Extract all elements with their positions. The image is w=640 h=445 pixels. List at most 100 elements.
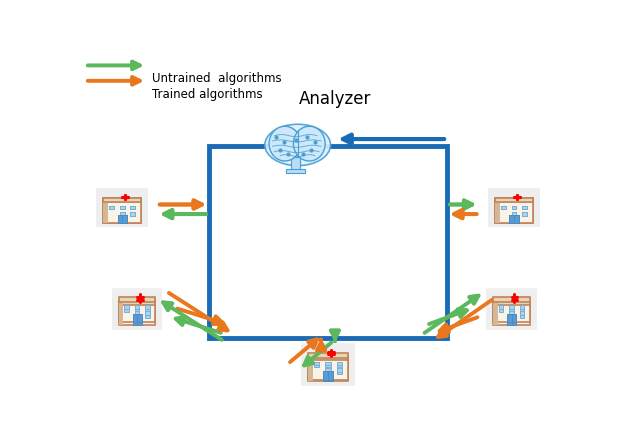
FancyBboxPatch shape <box>308 358 348 381</box>
FancyBboxPatch shape <box>120 212 125 216</box>
FancyBboxPatch shape <box>500 206 506 210</box>
FancyBboxPatch shape <box>493 304 530 325</box>
FancyBboxPatch shape <box>499 309 504 312</box>
FancyBboxPatch shape <box>308 355 348 360</box>
FancyBboxPatch shape <box>520 312 524 315</box>
FancyBboxPatch shape <box>325 368 331 372</box>
FancyBboxPatch shape <box>120 206 125 210</box>
FancyBboxPatch shape <box>103 201 108 223</box>
FancyBboxPatch shape <box>520 309 524 312</box>
FancyBboxPatch shape <box>118 304 124 325</box>
FancyBboxPatch shape <box>507 318 516 325</box>
FancyBboxPatch shape <box>118 301 156 305</box>
FancyBboxPatch shape <box>134 315 140 318</box>
FancyBboxPatch shape <box>495 198 533 202</box>
FancyBboxPatch shape <box>511 206 516 210</box>
FancyBboxPatch shape <box>109 206 114 210</box>
FancyBboxPatch shape <box>520 315 524 318</box>
FancyBboxPatch shape <box>118 300 156 322</box>
FancyBboxPatch shape <box>209 146 447 338</box>
FancyBboxPatch shape <box>145 315 150 318</box>
FancyBboxPatch shape <box>103 198 141 202</box>
FancyBboxPatch shape <box>145 309 150 312</box>
FancyBboxPatch shape <box>118 215 127 223</box>
FancyBboxPatch shape <box>509 215 518 223</box>
FancyBboxPatch shape <box>109 206 114 210</box>
FancyBboxPatch shape <box>511 206 516 210</box>
FancyBboxPatch shape <box>103 198 141 202</box>
FancyBboxPatch shape <box>509 309 514 312</box>
FancyBboxPatch shape <box>308 353 348 358</box>
FancyBboxPatch shape <box>132 314 141 322</box>
FancyBboxPatch shape <box>323 373 333 381</box>
FancyBboxPatch shape <box>511 212 516 216</box>
FancyBboxPatch shape <box>291 157 300 170</box>
FancyBboxPatch shape <box>337 368 342 372</box>
FancyBboxPatch shape <box>131 212 136 216</box>
FancyBboxPatch shape <box>499 305 504 309</box>
FancyBboxPatch shape <box>522 212 527 216</box>
FancyBboxPatch shape <box>96 188 148 227</box>
FancyBboxPatch shape <box>145 312 150 315</box>
FancyBboxPatch shape <box>131 206 136 210</box>
FancyBboxPatch shape <box>308 356 313 380</box>
FancyBboxPatch shape <box>522 206 527 210</box>
FancyBboxPatch shape <box>495 201 500 223</box>
FancyBboxPatch shape <box>314 361 319 365</box>
FancyBboxPatch shape <box>118 297 156 302</box>
FancyBboxPatch shape <box>124 309 129 312</box>
Text: Untrained  algorithms: Untrained algorithms <box>152 72 282 85</box>
FancyBboxPatch shape <box>493 300 530 322</box>
FancyBboxPatch shape <box>337 370 342 374</box>
FancyBboxPatch shape <box>308 356 348 380</box>
FancyBboxPatch shape <box>495 201 533 223</box>
FancyBboxPatch shape <box>134 312 140 315</box>
FancyBboxPatch shape <box>131 206 136 210</box>
FancyBboxPatch shape <box>103 201 141 223</box>
FancyBboxPatch shape <box>500 206 506 210</box>
FancyBboxPatch shape <box>112 291 163 330</box>
FancyBboxPatch shape <box>301 344 355 386</box>
Text: Analyzer: Analyzer <box>300 90 372 108</box>
FancyBboxPatch shape <box>134 305 140 309</box>
FancyBboxPatch shape <box>507 314 516 322</box>
FancyBboxPatch shape <box>509 215 518 223</box>
FancyBboxPatch shape <box>337 363 342 367</box>
FancyBboxPatch shape <box>145 305 150 309</box>
FancyBboxPatch shape <box>132 318 141 325</box>
FancyBboxPatch shape <box>509 305 514 309</box>
FancyBboxPatch shape <box>131 212 136 216</box>
FancyBboxPatch shape <box>488 188 540 227</box>
FancyBboxPatch shape <box>511 212 516 216</box>
Ellipse shape <box>293 126 325 161</box>
FancyBboxPatch shape <box>118 300 124 322</box>
Text: Trained algorithms: Trained algorithms <box>152 88 262 101</box>
FancyBboxPatch shape <box>286 169 305 173</box>
FancyBboxPatch shape <box>522 212 527 216</box>
FancyBboxPatch shape <box>493 304 498 325</box>
FancyBboxPatch shape <box>493 301 530 305</box>
FancyBboxPatch shape <box>325 363 331 367</box>
FancyBboxPatch shape <box>308 358 313 381</box>
FancyBboxPatch shape <box>486 288 537 326</box>
FancyBboxPatch shape <box>325 361 331 365</box>
FancyBboxPatch shape <box>509 312 514 315</box>
FancyBboxPatch shape <box>337 361 342 365</box>
FancyBboxPatch shape <box>124 305 129 309</box>
FancyBboxPatch shape <box>520 305 524 309</box>
FancyBboxPatch shape <box>134 309 140 312</box>
FancyBboxPatch shape <box>323 371 333 380</box>
FancyBboxPatch shape <box>301 343 355 384</box>
Ellipse shape <box>265 124 331 166</box>
FancyBboxPatch shape <box>120 212 125 216</box>
Ellipse shape <box>269 126 301 161</box>
FancyBboxPatch shape <box>522 206 527 210</box>
FancyBboxPatch shape <box>493 300 498 322</box>
FancyBboxPatch shape <box>96 188 148 227</box>
FancyBboxPatch shape <box>314 363 319 367</box>
FancyBboxPatch shape <box>118 215 127 223</box>
FancyBboxPatch shape <box>325 370 331 374</box>
FancyBboxPatch shape <box>103 201 108 223</box>
FancyBboxPatch shape <box>120 206 125 210</box>
FancyBboxPatch shape <box>509 315 514 318</box>
